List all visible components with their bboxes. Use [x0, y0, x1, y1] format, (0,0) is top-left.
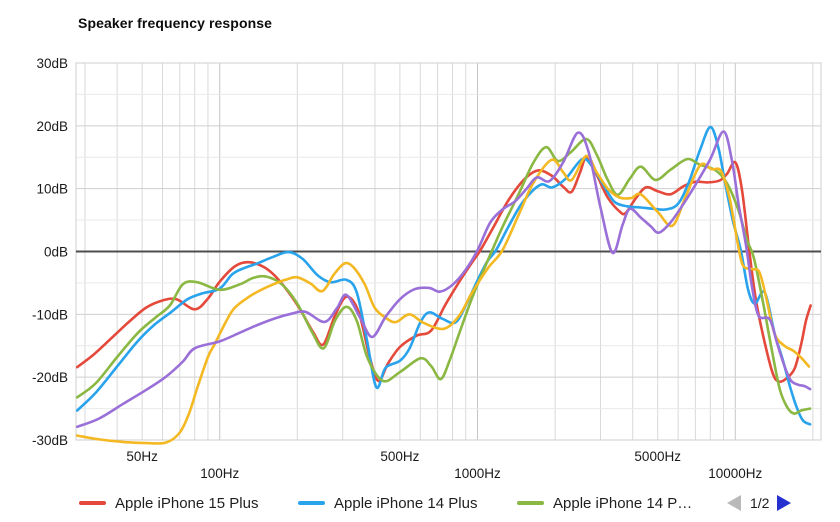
pager-page-indicator: 1/2 — [750, 495, 770, 511]
series-group — [76, 125, 812, 445]
pager-next-icon[interactable] — [777, 495, 792, 511]
x-axis-tick-label: 100Hz — [200, 466, 239, 481]
y-axis-tick-label: 10dB — [36, 182, 68, 197]
y-axis-tick-label: -30dB — [32, 433, 68, 448]
legend-pager: 1/2 — [727, 494, 792, 512]
x-axis-tick-label: 5000Hz — [634, 449, 681, 464]
x-axis-tick-label: 50Hz — [126, 449, 158, 464]
legend-label: Apple iPhone 14 P… — [553, 494, 693, 512]
series-swatch-blue — [298, 501, 325, 505]
y-axis-tick-label: 20dB — [36, 119, 68, 134]
legend-item-iphone-14-plus[interactable]: Apple iPhone 14 Plus — [298, 494, 477, 512]
y-axis-tick-label: -10dB — [32, 307, 68, 322]
series-curve-yellow[interactable] — [76, 154, 811, 445]
chart-title: Speaker frequency response — [78, 15, 273, 31]
legend-label: Apple iPhone 14 Plus — [334, 494, 478, 512]
x-axis-tick-label: 10000Hz — [708, 466, 762, 481]
y-axis-tick-label: 30dB — [36, 56, 68, 71]
y-axis-tick-label: 0dB — [44, 245, 68, 260]
y-axis-tick-label: -20dB — [32, 370, 68, 385]
x-axis-tick-label: 500Hz — [380, 449, 419, 464]
x-axis-tick-label: 1000Hz — [454, 466, 501, 481]
series-curve-green[interactable] — [76, 137, 812, 415]
legend-label: Apple iPhone 15 Plus — [115, 494, 259, 512]
series-swatch-red — [79, 501, 106, 505]
series-curve-blue[interactable] — [76, 125, 812, 426]
legend-item-iphone-14-p[interactable]: Apple iPhone 14 P… — [517, 494, 692, 512]
legend-item-iphone-15-plus[interactable]: Apple iPhone 15 Plus — [79, 494, 258, 512]
pager-prev-icon[interactable] — [727, 495, 741, 511]
series-curve-purple[interactable] — [76, 130, 812, 429]
series-swatch-green — [517, 501, 544, 505]
series-curve-red[interactable] — [76, 156, 812, 384]
